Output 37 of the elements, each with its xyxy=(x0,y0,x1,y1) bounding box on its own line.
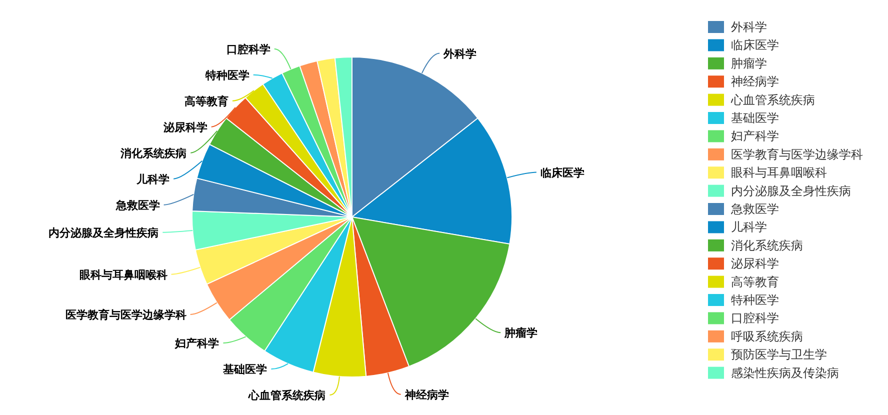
slice-label: 肿瘤学 xyxy=(504,326,538,340)
slice-label: 特种医学 xyxy=(204,68,250,82)
slice-label: 基础医学 xyxy=(222,363,268,376)
legend-label: 感染性疾病及传染病 xyxy=(731,366,839,380)
slice-label: 眼科与耳鼻咽喉科 xyxy=(79,268,168,282)
legend-label: 临床医学 xyxy=(731,38,779,52)
legend-label: 消化系统疾病 xyxy=(731,238,803,252)
slice-label: 心血管系统疾病 xyxy=(248,389,326,402)
legend-label: 特种医学 xyxy=(731,293,779,307)
legend-label: 医学教育与医学边缘学科 xyxy=(731,147,863,162)
slice-label: 高等教育 xyxy=(184,94,228,108)
legend-label: 基础医学 xyxy=(731,111,779,125)
slice-label: 消化系统疾病 xyxy=(120,146,187,160)
slice-label: 内分泌腺及全身性疾病 xyxy=(48,226,159,240)
slice-label: 外科学 xyxy=(442,47,477,60)
legend-label: 外科学 xyxy=(731,20,767,34)
slice-label: 神经病学 xyxy=(404,388,449,402)
legend-label: 心血管系统疾病 xyxy=(730,92,815,107)
slice-label: 医学教育与医学边缘学科 xyxy=(65,308,186,322)
legend-label: 神经病学 xyxy=(731,74,779,89)
legend-label: 妇产科学 xyxy=(731,129,779,144)
legend-label: 呼吸系统疾病 xyxy=(731,329,803,344)
slice-label: 急救医学 xyxy=(114,198,160,212)
legend-label: 预防医学与卫生学 xyxy=(731,348,827,362)
legend-label: 儿科学 xyxy=(731,220,767,234)
legend-label: 内分泌腺及全身性疾病 xyxy=(731,184,851,198)
slice-label: 泌尿科学 xyxy=(162,120,208,134)
legend-label: 泌尿科学 xyxy=(731,256,779,271)
slice-label: 临床医学 xyxy=(540,166,584,180)
legend-label: 高等教育 xyxy=(731,274,779,289)
slice-label: 口腔科学 xyxy=(226,42,270,56)
legend-label: 肿瘤学 xyxy=(731,56,767,70)
legend-label: 眼科与耳鼻咽喉科 xyxy=(731,166,827,180)
legend-label: 急救医学 xyxy=(730,202,779,216)
legend-label: 口腔科学 xyxy=(731,311,779,326)
slice-label: 妇产科学 xyxy=(174,337,220,350)
slice-label: 儿科学 xyxy=(136,172,170,186)
